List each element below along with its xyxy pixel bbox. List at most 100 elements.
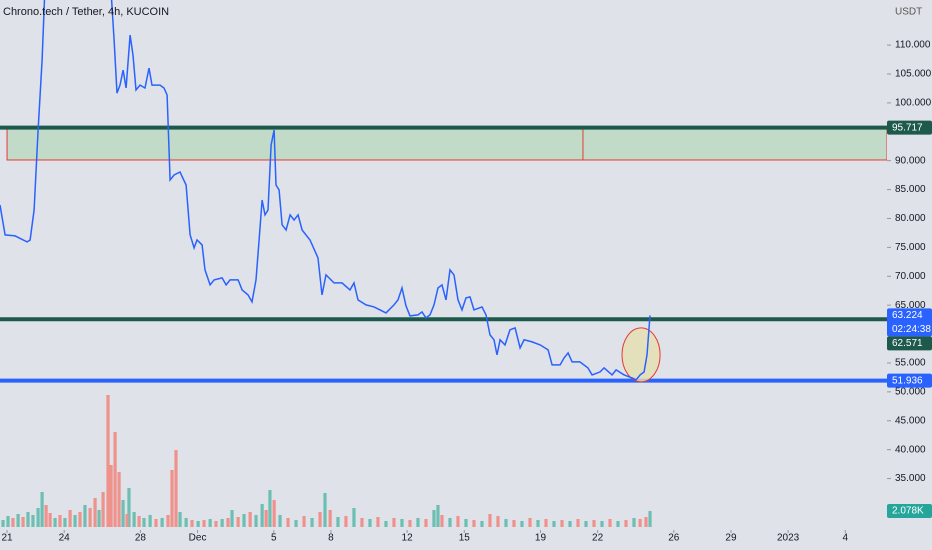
y-tick-label: 70.000 bbox=[895, 271, 926, 282]
price-layer bbox=[0, 0, 887, 383]
volume-bar bbox=[26, 512, 30, 527]
x-tick-label: 12 bbox=[402, 533, 414, 544]
volume-bar bbox=[272, 500, 276, 527]
volume-bar bbox=[113, 432, 117, 527]
volume-bar bbox=[125, 514, 129, 527]
volume-bar bbox=[496, 516, 500, 527]
volume-bar bbox=[53, 518, 57, 527]
volume-bar bbox=[214, 521, 218, 527]
volume-bar bbox=[11, 518, 15, 527]
y-tick-label: 40.000 bbox=[895, 444, 926, 455]
volume-bar bbox=[416, 518, 420, 527]
volume-bar bbox=[36, 508, 40, 527]
volume-bar bbox=[202, 520, 206, 527]
volume-bar bbox=[154, 519, 158, 527]
volume-bar bbox=[323, 493, 327, 527]
volume-bar bbox=[560, 520, 564, 527]
volume-bar bbox=[268, 490, 272, 527]
volume-bar bbox=[260, 504, 264, 527]
volume-bar bbox=[544, 519, 548, 527]
volume-bar bbox=[178, 512, 182, 527]
volume-bar bbox=[88, 508, 92, 527]
volume-bar bbox=[226, 518, 230, 527]
volume-bar bbox=[552, 521, 556, 527]
volume-bar bbox=[170, 470, 174, 527]
volume-bar bbox=[520, 521, 524, 527]
volume-bar bbox=[638, 519, 642, 527]
price-line-label: 62.571 bbox=[892, 338, 923, 349]
y-tick-label: 75.000 bbox=[895, 242, 926, 253]
volume-bar bbox=[400, 519, 404, 527]
volume-bar bbox=[302, 516, 306, 527]
volume-bar bbox=[236, 517, 240, 527]
x-tick-label: 29 bbox=[725, 533, 737, 544]
volume-bar bbox=[600, 521, 604, 527]
price-line-box bbox=[887, 120, 932, 135]
volume-bar bbox=[488, 514, 492, 527]
volume-bar bbox=[456, 516, 460, 527]
volume-bar bbox=[294, 520, 298, 527]
volume-bar bbox=[436, 505, 440, 527]
volume-bar bbox=[121, 500, 125, 527]
volume-bar bbox=[568, 521, 572, 527]
volume-bar bbox=[512, 520, 516, 527]
volume-bar bbox=[392, 518, 396, 527]
volume-bar bbox=[68, 510, 72, 527]
volume-bar bbox=[376, 517, 380, 527]
axes: 35.000 40.000 45.000 50.000 55.000 65.000 70.0… bbox=[1, 40, 932, 544]
volume-bar bbox=[142, 518, 146, 527]
y-tick-label: 80.000 bbox=[895, 213, 926, 224]
volume-bar bbox=[1, 520, 5, 527]
volume-bar bbox=[644, 517, 648, 527]
volume-bar bbox=[328, 510, 332, 527]
price-line-label: 95.717 bbox=[892, 122, 923, 133]
chart-title: Chrono.tech / Tether, 4h, KUCOIN bbox=[3, 6, 169, 18]
volume-bar bbox=[31, 515, 35, 527]
volume-bar bbox=[166, 515, 170, 527]
volume-bar bbox=[93, 498, 97, 527]
volume-bar bbox=[196, 521, 200, 527]
volume-layer bbox=[1, 395, 652, 527]
y-tick-label: 85.000 bbox=[895, 184, 926, 195]
volume-bar bbox=[220, 519, 224, 527]
volume-bar bbox=[58, 515, 62, 527]
volume-bar bbox=[536, 520, 540, 527]
volume-bar bbox=[504, 519, 508, 527]
volume-label-box bbox=[887, 504, 932, 518]
volume-bar bbox=[248, 512, 252, 527]
volume-bar bbox=[352, 508, 356, 527]
volume-bar bbox=[368, 519, 372, 527]
countdown-label: 02:24:38 bbox=[892, 324, 931, 335]
volume-bar bbox=[230, 510, 234, 527]
volume-bar bbox=[440, 515, 444, 527]
volume-bar bbox=[109, 465, 113, 527]
volume-bar bbox=[448, 518, 452, 527]
volume-bar bbox=[384, 521, 388, 527]
zone-box bbox=[6, 127, 887, 161]
y-tick-label: 45.000 bbox=[895, 415, 926, 426]
volume-bar bbox=[584, 521, 588, 527]
y-tick-label: 55.000 bbox=[895, 358, 926, 369]
volume-bar bbox=[648, 511, 652, 527]
volume-label: 2.078K bbox=[892, 506, 924, 517]
x-tick-label: 28 bbox=[135, 533, 147, 544]
volume-bar bbox=[408, 520, 412, 527]
volume-bar bbox=[208, 519, 212, 527]
volume-bar bbox=[174, 450, 178, 527]
volume-bar bbox=[616, 521, 620, 527]
volume-bar bbox=[608, 519, 612, 527]
price-line-box bbox=[887, 373, 932, 388]
volume-bar bbox=[132, 512, 136, 527]
volume-bar bbox=[432, 510, 436, 527]
volume-bar bbox=[190, 520, 194, 527]
x-tick-label: 8 bbox=[328, 533, 334, 544]
volume-bar bbox=[44, 505, 48, 527]
volume-bar bbox=[184, 518, 188, 527]
volume-bar bbox=[106, 395, 110, 527]
volume-bar bbox=[254, 515, 258, 527]
volume-bar bbox=[464, 519, 468, 527]
y-tick-label: 35.000 bbox=[895, 473, 926, 484]
volume-bar bbox=[576, 519, 580, 527]
